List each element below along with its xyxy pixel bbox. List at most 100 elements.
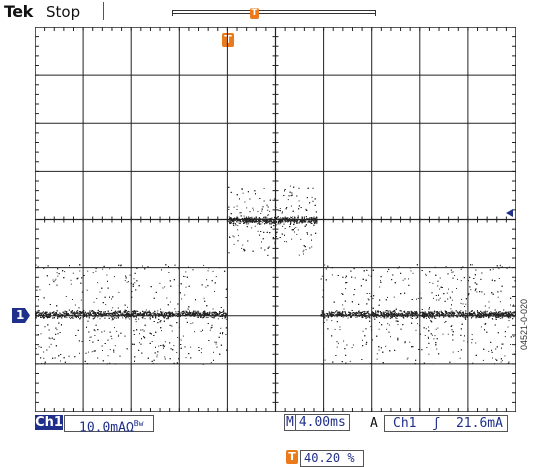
trace-sample [85,312,87,314]
trace-sample [253,190,255,192]
trace-sample [129,274,131,276]
trace-sample [65,296,67,297]
trace-sample [225,318,227,320]
tek-logo: Tek [4,2,33,21]
trace-sample [236,205,238,207]
trace-sample [489,312,491,314]
trace-sample [406,315,408,317]
trace-sample [459,357,461,359]
trace-sample [228,216,230,218]
trace-sample [336,312,338,314]
trace-sample [397,312,399,314]
trace-sample [150,315,152,317]
trace-sample [190,323,192,325]
trace-sample [429,312,431,314]
trace-sample [42,312,44,314]
trace-sample [92,315,93,317]
trace-sample [69,314,71,316]
trace-sample [164,311,166,313]
trace-sample [303,253,304,255]
trace-sample [116,317,118,319]
trace-sample [210,362,212,364]
trace-sample [429,282,431,283]
trace-sample [87,315,89,317]
trace-sample [505,312,507,314]
trace-sample [237,218,239,220]
trace-sample [129,316,131,318]
trace-sample [205,317,207,319]
trace-sample [190,346,192,348]
trace-sample [97,282,99,284]
trace-sample [328,315,330,317]
trace-sample [68,316,70,318]
trace-sample [513,314,515,316]
trace-sample [348,314,350,316]
trace-sample [402,279,404,281]
trace-sample [236,221,238,223]
trace-sample [293,227,295,229]
trace-sample [122,315,123,317]
trace-sample [114,345,116,347]
trace-sample [206,315,208,317]
trace-sample [480,326,482,328]
trace-sample [81,312,83,314]
header-divider [103,2,104,20]
trace-sample [298,200,300,202]
trace-sample [309,217,311,219]
trace-sample [225,334,227,335]
trace-sample [343,340,345,342]
trigger-position-marker[interactable]: T [222,33,234,47]
trace-sample [499,315,501,317]
trace-sample [450,316,452,318]
trace-sample [331,274,333,276]
trace-sample [44,316,46,318]
trace-sample [386,328,388,330]
trace-sample [280,217,282,219]
trace-sample [494,314,496,316]
trace-sample [129,311,131,313]
trace-sample [168,272,170,273]
trace-sample [75,314,77,316]
trace-sample [156,354,158,356]
trace-sample [403,314,405,316]
trace-sample [304,218,305,220]
trace-sample [413,315,415,317]
trace-sample [336,313,338,315]
trace-sample [35,348,37,349]
trace-sample [135,321,137,323]
trace-sample [412,316,413,317]
trace-sample [287,217,289,219]
trace-sample [458,315,460,317]
trace-sample [490,311,492,313]
trace-sample [453,311,455,313]
trace-sample [48,315,50,317]
trace-sample [387,296,388,298]
trace-sample [451,299,453,301]
trace-sample [175,313,177,315]
trace-sample [136,316,137,318]
trace-sample [432,282,434,284]
trace-sample [229,223,231,225]
trace-sample [261,210,263,212]
trace-sample [75,312,77,314]
trace-sample [212,314,214,316]
trace-sample [440,310,442,312]
trace-sample [439,277,441,279]
trace-sample [374,311,376,313]
trace-sample [218,267,220,269]
trace-sample [112,307,114,309]
trace-sample [287,220,288,222]
trace-sample [457,351,459,352]
trace-sample [212,270,214,272]
trace-sample [248,223,250,225]
trace-sample [484,310,486,312]
trace-sample [444,315,446,317]
trace-sample [53,317,55,319]
trace-sample [124,312,126,314]
trace-sample [387,271,389,273]
trace-sample [198,311,200,313]
trace-sample [79,270,81,272]
trace-sample [390,336,391,338]
trace-sample [189,312,191,314]
trace-sample [447,333,449,335]
